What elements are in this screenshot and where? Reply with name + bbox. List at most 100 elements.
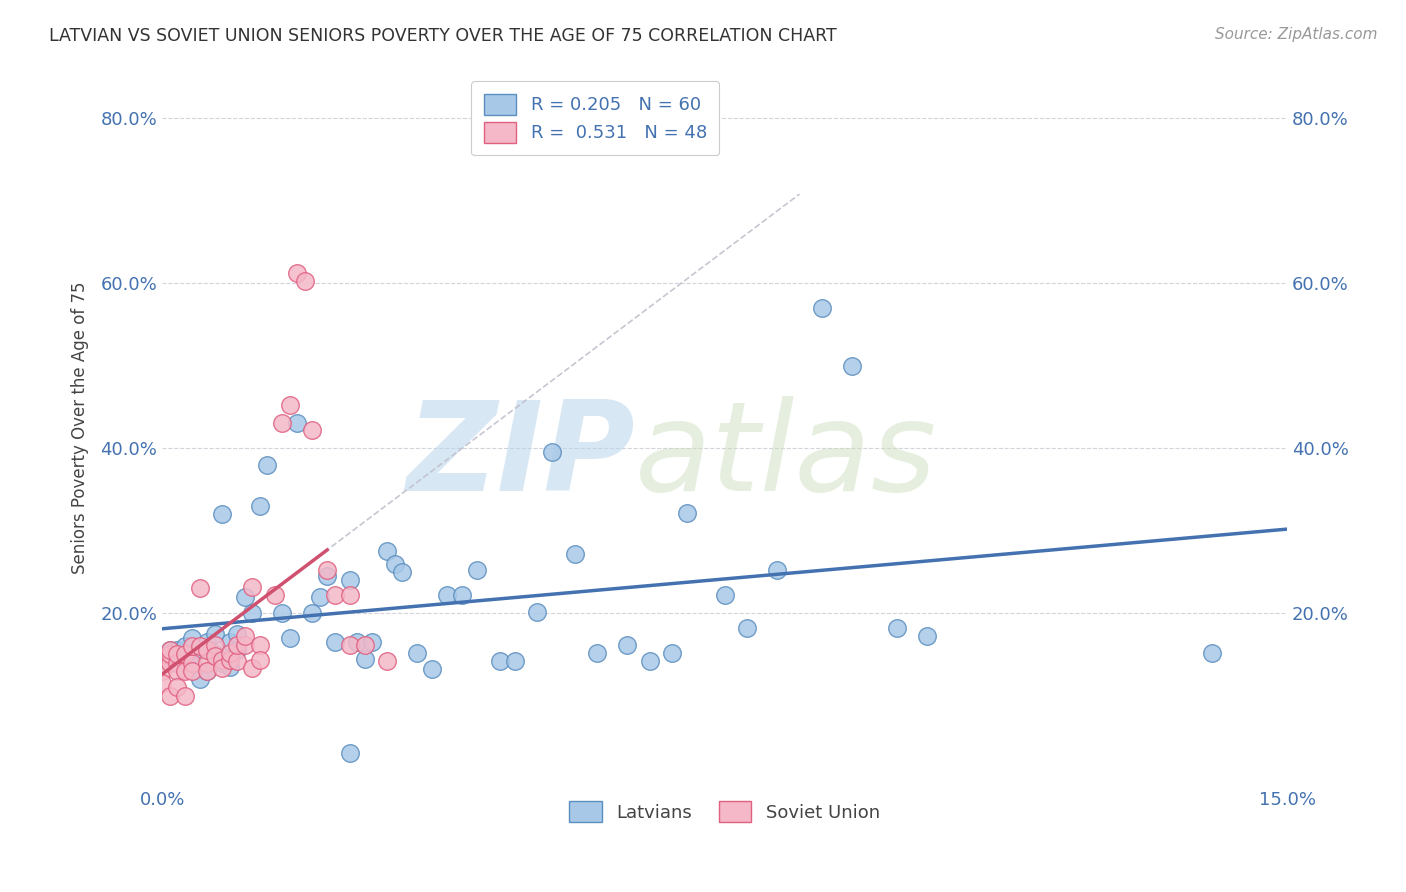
Point: [301, 606, 323, 620]
Point: [195, 635, 218, 649]
Point: [211, 507, 233, 521]
Point: [159, 643, 181, 657]
Point: [211, 656, 233, 670]
Point: [159, 689, 181, 703]
Point: [218, 646, 240, 660]
Point: [233, 590, 256, 604]
Point: [218, 635, 240, 649]
Point: [256, 458, 278, 472]
Point: [195, 656, 218, 670]
Point: [294, 275, 316, 289]
Point: [886, 621, 908, 635]
Point: [316, 563, 339, 577]
Point: [188, 639, 211, 653]
Point: [204, 649, 226, 664]
Point: [391, 565, 413, 579]
Text: atlas: atlas: [634, 396, 936, 516]
Point: [218, 653, 240, 667]
Point: [166, 648, 188, 662]
Point: [1201, 646, 1223, 660]
Point: [150, 664, 173, 678]
Point: [166, 643, 188, 657]
Point: [240, 606, 263, 620]
Point: [226, 643, 249, 657]
Point: [188, 582, 211, 596]
Point: [204, 638, 226, 652]
Point: [278, 631, 301, 645]
Point: [503, 654, 526, 668]
Point: [249, 499, 271, 513]
Point: [263, 588, 285, 602]
Point: [166, 681, 188, 695]
Point: [301, 423, 323, 437]
Point: [173, 639, 195, 653]
Point: [278, 398, 301, 412]
Point: [195, 664, 218, 678]
Point: [204, 627, 226, 641]
Point: [226, 638, 249, 652]
Point: [181, 656, 204, 670]
Point: [353, 651, 375, 665]
Point: [420, 662, 443, 676]
Point: [249, 638, 271, 652]
Point: [841, 359, 863, 373]
Point: [159, 648, 181, 662]
Text: Source: ZipAtlas.com: Source: ZipAtlas.com: [1215, 27, 1378, 42]
Point: [616, 638, 638, 652]
Point: [375, 654, 398, 668]
Point: [181, 648, 204, 662]
Point: [339, 573, 361, 587]
Point: [233, 629, 256, 643]
Point: [488, 654, 510, 668]
Point: [541, 445, 564, 459]
Point: [195, 643, 218, 657]
Point: [218, 660, 240, 674]
Point: [150, 676, 173, 690]
Point: [661, 646, 683, 660]
Point: [159, 656, 181, 670]
Point: [308, 590, 330, 604]
Point: [339, 588, 361, 602]
Point: [436, 588, 458, 602]
Point: [240, 580, 263, 594]
Point: [226, 627, 249, 641]
Point: [188, 672, 211, 686]
Point: [361, 635, 384, 649]
Point: [353, 638, 375, 652]
Point: [173, 689, 195, 703]
Point: [166, 656, 188, 670]
Point: [811, 301, 834, 315]
Point: [915, 629, 938, 643]
Text: ZIP: ZIP: [406, 396, 634, 516]
Point: [526, 605, 548, 619]
Point: [173, 648, 195, 662]
Point: [226, 654, 249, 668]
Point: [586, 646, 609, 660]
Point: [384, 557, 406, 571]
Point: [638, 654, 661, 668]
Point: [249, 653, 271, 667]
Point: [316, 569, 339, 583]
Point: [159, 643, 181, 657]
Point: [323, 635, 346, 649]
Point: [406, 646, 429, 660]
Point: [211, 661, 233, 675]
Point: [150, 651, 173, 665]
Point: [285, 266, 308, 280]
Point: [375, 544, 398, 558]
Point: [204, 648, 226, 662]
Point: [195, 664, 218, 678]
Point: [181, 639, 204, 653]
Point: [735, 621, 758, 635]
Point: [181, 631, 204, 645]
Point: [564, 547, 586, 561]
Point: [181, 664, 204, 678]
Point: [323, 588, 346, 602]
Point: [766, 563, 789, 577]
Point: [346, 635, 368, 649]
Legend: Latvians, Soviet Union: Latvians, Soviet Union: [557, 789, 893, 835]
Point: [271, 606, 294, 620]
Point: [339, 747, 361, 761]
Point: [211, 653, 233, 667]
Point: [233, 638, 256, 652]
